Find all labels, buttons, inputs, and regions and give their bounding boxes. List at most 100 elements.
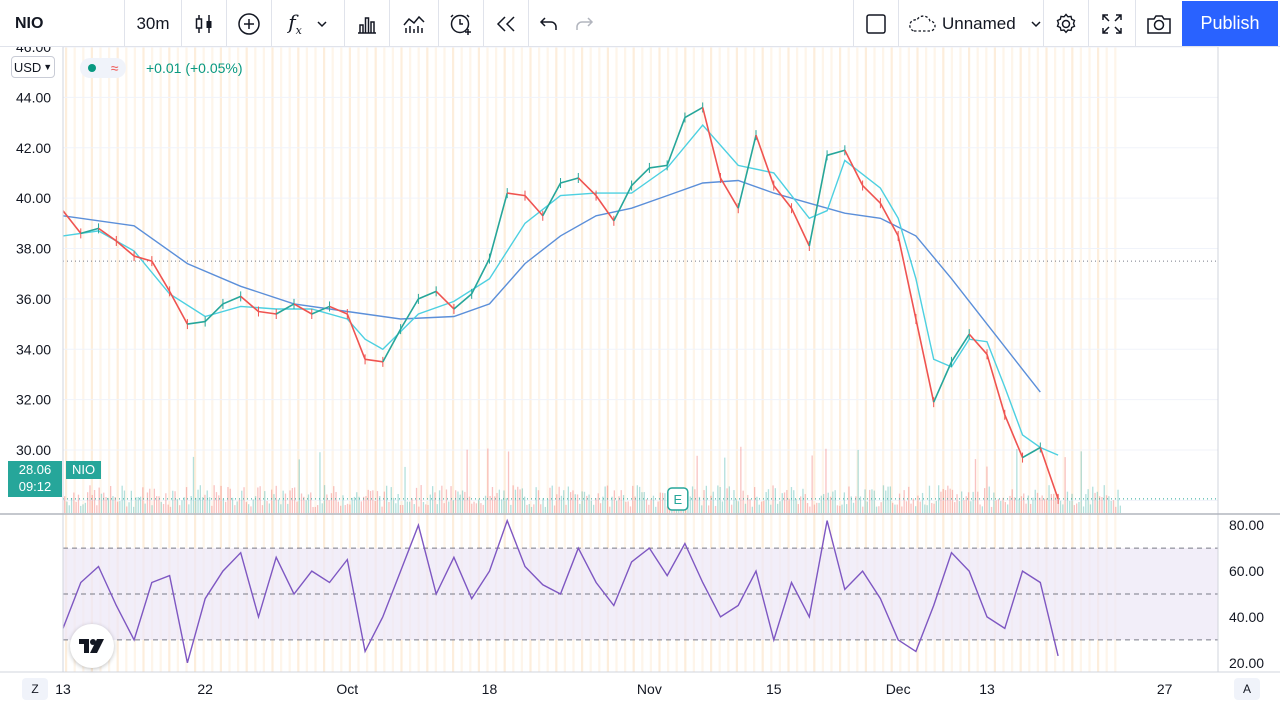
chart-type-button[interactable] (182, 0, 226, 47)
publish-button[interactable]: Publish (1182, 1, 1278, 46)
volume-bar (816, 502, 818, 513)
volume-bar (1004, 502, 1006, 513)
volume-bar (565, 504, 567, 513)
zoom-button[interactable]: Z (22, 678, 48, 700)
volume-bar (1062, 504, 1064, 513)
volume-bar (179, 505, 181, 513)
bar-chart-button[interactable] (345, 0, 389, 47)
volume-bar (908, 486, 910, 513)
price-segment (773, 185, 793, 209)
settings-icon (1056, 12, 1076, 33)
volume-bar (1059, 500, 1062, 513)
chart-canvas[interactable]: 46.00 44.00 42.00 40.00 38.00 36.00 34.00 32.00… (0, 47, 1280, 706)
session-stripe (314, 47, 317, 672)
volume-bar (928, 485, 931, 513)
volume-bar (229, 488, 231, 513)
price-segment (364, 358, 383, 363)
volume-bar (972, 491, 974, 513)
volume-bar (724, 457, 726, 513)
volume-bar (839, 505, 841, 513)
replay-button[interactable] (484, 0, 528, 47)
volume-bar (873, 490, 875, 513)
volume-bar (402, 505, 404, 513)
session-stripe (1054, 47, 1057, 672)
volume-bar (326, 494, 328, 513)
undo-button[interactable] (529, 0, 569, 47)
volume-bar (921, 492, 924, 513)
session-stripe (1105, 47, 1108, 672)
volume-bar (1112, 500, 1115, 513)
redo-button[interactable] (566, 0, 602, 47)
indicators-button[interactable]: fx (272, 0, 344, 47)
settings-button[interactable] (1044, 0, 1088, 47)
volume-bar (903, 490, 905, 513)
volume-bar (415, 487, 418, 513)
toolbar-divider (226, 0, 227, 47)
volume-bar (696, 455, 698, 513)
volume-bar (139, 496, 142, 513)
screenshot-button[interactable] (1136, 0, 1182, 47)
templates-button[interactable] (390, 0, 438, 47)
volume-bar (291, 487, 293, 513)
volume-bar (850, 496, 852, 513)
x-tick-label: 13 (55, 681, 71, 697)
rsi-tick-label: 80.00 (1229, 517, 1264, 533)
layout-name-button[interactable]: Unnamed (899, 0, 1043, 47)
volume-bar (1103, 485, 1105, 513)
interval-button[interactable]: 30m (125, 0, 181, 47)
price-segment (382, 328, 402, 363)
volume-bar (158, 496, 160, 513)
last-price-value: 28.06 (18, 462, 52, 477)
earnings-marker[interactable]: E (667, 487, 689, 511)
chevron-down-icon: ▼ (43, 62, 53, 72)
volume-bar (294, 487, 296, 513)
volume-bar (1034, 489, 1036, 513)
auto-scale-button[interactable]: A (1234, 678, 1260, 700)
bar-chart-icon (358, 16, 376, 34)
price-segment (311, 305, 330, 315)
volume-bar (429, 494, 431, 513)
volume-bar (482, 504, 484, 513)
session-stripe (1002, 47, 1005, 672)
price-segment (1004, 414, 1024, 458)
volume-bar (641, 492, 643, 513)
compare-button[interactable] (227, 0, 271, 47)
volume-bar (597, 493, 599, 513)
price-segment (258, 310, 277, 315)
price-segment (1039, 447, 1059, 500)
session-stripe (400, 47, 403, 672)
fullscreen-icon (1102, 13, 1122, 34)
volume-bar (977, 491, 979, 513)
currency-selector[interactable]: USD ▼ (11, 56, 55, 78)
volume-bar (443, 503, 445, 513)
symbol-search-button[interactable]: NIO (0, 0, 124, 47)
tradingview-logo[interactable] (70, 624, 114, 668)
session-stripe (99, 47, 102, 672)
select-box-button[interactable] (854, 0, 898, 47)
volume-bar (1027, 495, 1029, 513)
volume-bar (1016, 448, 1018, 513)
volume-bar (183, 497, 185, 513)
alert-button[interactable] (439, 0, 483, 47)
volume-bar (340, 505, 342, 513)
volume-bar (1007, 504, 1009, 513)
volume-bar (130, 490, 132, 513)
volume-bar (620, 490, 622, 513)
legend-controls[interactable]: ≈ (80, 58, 126, 78)
volume-bar (82, 504, 84, 513)
session-stripe (73, 47, 76, 672)
volume-bar (820, 495, 822, 513)
volume-bar (717, 485, 719, 513)
session-stripe (1079, 47, 1082, 672)
volume-bar (1030, 503, 1032, 513)
volume-bar (714, 505, 717, 513)
volume-bar (961, 491, 963, 513)
volume-bar (399, 504, 402, 513)
volume-bar (312, 506, 314, 513)
volume-bar (135, 497, 137, 513)
fullscreen-button[interactable] (1089, 0, 1135, 47)
toolbar-divider (389, 0, 390, 47)
publish-label: Publish (1200, 13, 1260, 33)
volume-bar (1119, 505, 1121, 513)
volume-bar (829, 496, 832, 513)
